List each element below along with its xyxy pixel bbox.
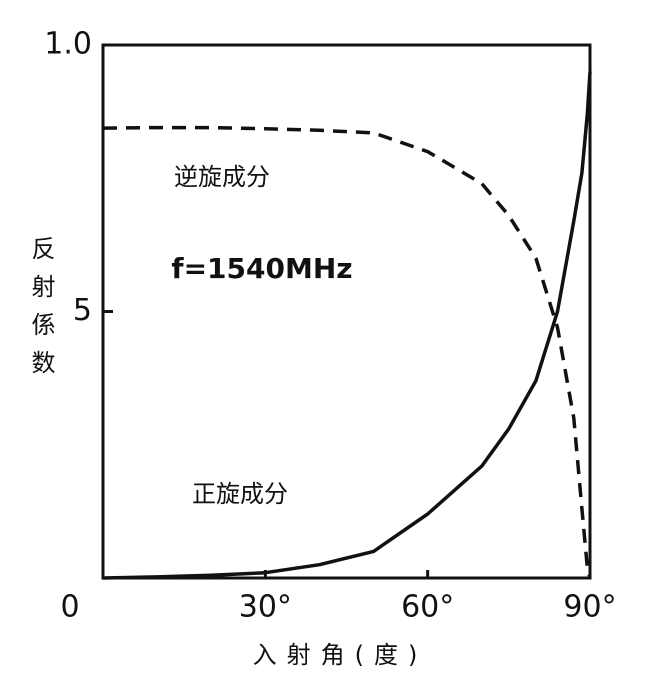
data-line <box>102 71 592 580</box>
y-tick-label: 1.0 <box>44 27 92 62</box>
x-axis-label: 入射角(度) <box>253 641 428 669</box>
y-tick-label: 5 <box>73 293 92 328</box>
data-line <box>102 125 592 579</box>
annotation: 逆旋成分 <box>174 163 270 191</box>
annotation: f=1540MHz <box>171 252 352 285</box>
annotation: 正旋成分 <box>192 480 288 508</box>
y-axis-label: 反射係数 <box>27 236 55 388</box>
x-tick-label: 30° <box>239 590 292 625</box>
x-tick-label: 0 <box>60 590 79 625</box>
x-tick-label: 90° <box>563 590 616 625</box>
plot-frame <box>101 43 592 580</box>
x-tick-label: 60° <box>401 590 454 625</box>
